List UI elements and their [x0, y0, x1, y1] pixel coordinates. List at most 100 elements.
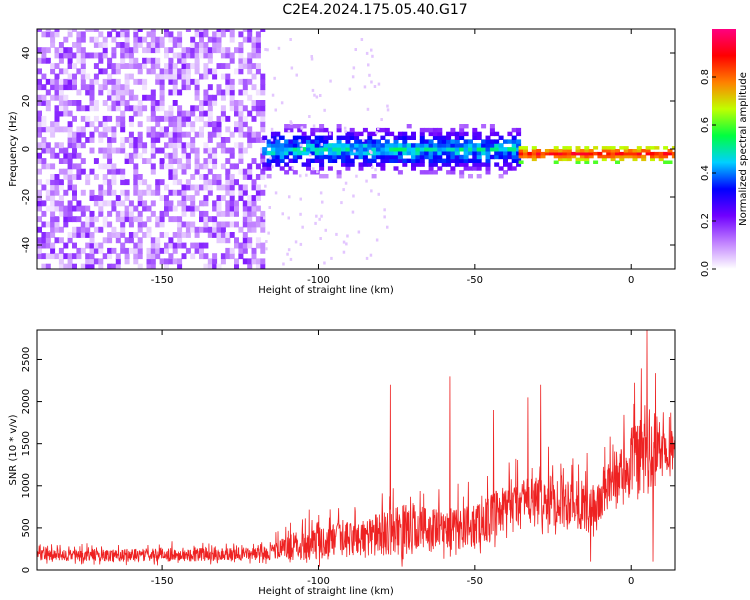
- heatmap-cell: [190, 184, 196, 191]
- heatmap-cell: [207, 179, 213, 186]
- heatmap-cell: [374, 168, 377, 172]
- heatmap-cell: [216, 221, 222, 228]
- heatmap-cell: [80, 126, 86, 133]
- heatmap-cell: [476, 162, 482, 167]
- heatmap-cell: [476, 135, 482, 140]
- heatmap-cell: [72, 216, 77, 223]
- heatmap-cell: [72, 131, 77, 138]
- heatmap-cell: [628, 154, 634, 159]
- heatmap-cell: [58, 126, 64, 133]
- heatmap-cell: [220, 52, 226, 59]
- heatmap-cell: [172, 52, 178, 59]
- heatmap-cell: [133, 63, 139, 69]
- heatmap-cell: [584, 151, 590, 156]
- heatmap-cell: [128, 137, 134, 143]
- heatmap-cell: [177, 200, 183, 207]
- heatmap-cell: [216, 126, 222, 133]
- heatmap-cell: [516, 162, 522, 167]
- heatmap-cell: [225, 168, 231, 175]
- heatmap-cell: [72, 195, 77, 201]
- heatmap-cell: [485, 158, 491, 163]
- heatmap-cell: [107, 73, 113, 80]
- heatmap-cell: [190, 105, 196, 112]
- heatmap-cell: [124, 189, 130, 196]
- heatmap-cell: [386, 108, 390, 112]
- heatmap-cell: [50, 131, 56, 138]
- heatmap-cell: [301, 139, 307, 144]
- heatmap-cell: [128, 216, 134, 223]
- heatmap-cell: [428, 147, 434, 152]
- heatmap-cell: [142, 94, 148, 101]
- heatmap-cell: [115, 168, 121, 175]
- heatmap-cell: [54, 226, 60, 233]
- heatmap-cell: [212, 100, 218, 106]
- heatmap-cell: [203, 73, 209, 80]
- heatmap-cell: [155, 121, 161, 128]
- heatmap-cell: [207, 100, 213, 106]
- heatmap-cell: [397, 143, 403, 148]
- heatmap-cell: [297, 124, 303, 129]
- heatmap-cell: [168, 131, 174, 138]
- heatmap-cell: [463, 154, 469, 160]
- heatmap-cell: [419, 135, 425, 140]
- heatmap-cell: [397, 170, 403, 175]
- heatmap-cell: [102, 131, 108, 138]
- heatmap-cell: [76, 57, 82, 64]
- heatmap-cell: [562, 154, 568, 159]
- heatmap-cell: [67, 137, 73, 143]
- heatmap-cell: [159, 94, 165, 101]
- heatmap-cell: [397, 150, 403, 156]
- heatmap-cell: [203, 163, 209, 170]
- heatmap-cell: [150, 189, 156, 196]
- heatmap-cell: [393, 143, 399, 148]
- heatmap-cell: [376, 154, 381, 160]
- heatmap-cell: [181, 221, 187, 228]
- heatmap-cell: [437, 166, 443, 171]
- heatmap-cell: [89, 84, 95, 91]
- heatmap-cell: [124, 105, 130, 112]
- heatmap-cell: [260, 29, 266, 32]
- heatmap-cell: [190, 253, 196, 260]
- heatmap-cell: [273, 76, 276, 80]
- heatmap-cell: [168, 110, 174, 117]
- heatmap-cell: [172, 126, 178, 133]
- heatmap-cell: [247, 137, 253, 143]
- heatmap-cell: [67, 263, 73, 269]
- heatmap-cell: [362, 139, 368, 144]
- heatmap-cell: [207, 105, 213, 112]
- heatmap-cell: [354, 154, 360, 160]
- heatmap-cell: [137, 68, 143, 75]
- heatmap-cell: [220, 221, 226, 228]
- heatmap-cell: [111, 63, 117, 69]
- heatmap-cell: [310, 143, 316, 148]
- heatmap-cell: [327, 154, 333, 160]
- heatmap-cell: [124, 216, 130, 223]
- heatmap-cell: [72, 152, 77, 159]
- heatmap-cell: [494, 139, 500, 144]
- heatmap-cell: [185, 247, 191, 254]
- heatmap-cell: [50, 253, 56, 260]
- heatmap-cell: [58, 184, 64, 191]
- heatmap-cell: [454, 158, 460, 163]
- heatmap-cell: [37, 168, 42, 175]
- heatmap-cell: [63, 189, 69, 196]
- heatmap-cell: [133, 78, 139, 85]
- heatmap-cell: [284, 147, 290, 152]
- heatmap-cell: [370, 48, 373, 52]
- heatmap-cell: [255, 174, 261, 180]
- heatmap-cell: [384, 143, 390, 148]
- heatmap-cell: [225, 89, 231, 96]
- heatmap-cell: [288, 127, 294, 133]
- heatmap-cell: [220, 147, 226, 154]
- heatmap-cell: [247, 221, 253, 228]
- heatmap-cell: [238, 152, 244, 159]
- heatmap-cell: [194, 247, 200, 254]
- heatmap-cell: [349, 158, 355, 163]
- heatmap-cell: [54, 110, 60, 117]
- x-tick-label: -150: [151, 275, 174, 286]
- heatmap-cell: [319, 139, 325, 144]
- heatmap-cell: [115, 89, 121, 96]
- heatmap-cell: [301, 150, 307, 156]
- heatmap-cell: [301, 131, 307, 137]
